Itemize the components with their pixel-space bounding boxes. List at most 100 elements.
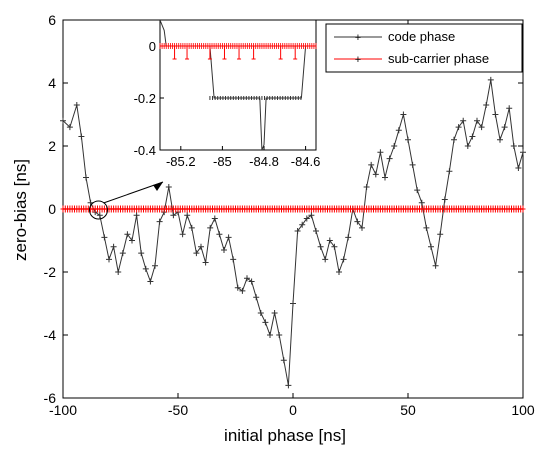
code-phase-point — [119, 250, 126, 257]
inset-sub-carrier-dip — [222, 46, 227, 60]
x-tick-label: 100 — [511, 402, 535, 418]
code-phase-point — [101, 234, 108, 241]
code-phase-point — [299, 221, 306, 228]
code-phase-point — [437, 231, 444, 238]
code-phase-point — [184, 212, 191, 219]
code-phase-point — [469, 133, 476, 140]
code-phase-point — [290, 300, 296, 307]
y-tick-label: 4 — [48, 75, 56, 91]
code-phase-point — [446, 168, 453, 175]
code-phase-point — [515, 165, 522, 172]
inset-x-tick-label: -85.2 — [166, 154, 196, 169]
code-phase-point — [152, 262, 158, 269]
x-axis-label: initial phase [ns] — [224, 426, 346, 445]
code-phase-point — [391, 143, 398, 149]
code-phase-point — [428, 243, 434, 250]
code-phase-point — [345, 234, 352, 241]
inset-sub-carrier-dip — [237, 46, 242, 60]
code-phase-point — [432, 262, 439, 269]
code-phase-point — [60, 117, 66, 124]
legend-swatch-sub-carrier-marker: + — [355, 54, 361, 66]
code-phase-point — [331, 243, 338, 250]
code-phase-point — [326, 237, 333, 244]
code-phase-point — [294, 228, 301, 235]
y-tick-label: 2 — [48, 138, 56, 154]
code-phase-point — [501, 124, 508, 131]
code-phase-point — [198, 243, 204, 250]
zoom-arrow-line — [103, 181, 164, 204]
inset-y-tick-label: 0 — [149, 39, 156, 54]
y-tick-label: -4 — [44, 327, 57, 343]
code-phase-point — [460, 117, 467, 124]
code-phase-point — [221, 246, 227, 253]
x-tick-label: 0 — [289, 402, 297, 418]
code-phase-point — [492, 111, 499, 118]
zoom-circle — [89, 200, 108, 220]
code-phase-point — [400, 111, 407, 118]
code-phase-point — [487, 76, 494, 83]
code-phase-point — [506, 105, 513, 112]
legend-label-code-phase: code phase — [388, 29, 455, 44]
code-phase-point — [248, 278, 255, 285]
code-phase-point — [106, 256, 112, 263]
code-phase-point — [138, 250, 145, 257]
code-phase-point — [451, 136, 457, 143]
inset-x-tick-label: -84.8 — [249, 154, 279, 169]
code-phase-point — [253, 294, 260, 301]
code-phase-point — [170, 212, 177, 219]
code-phase-point — [372, 171, 379, 178]
code-phase-point — [520, 149, 526, 156]
code-phase-point — [165, 183, 172, 190]
code-phase-point — [73, 102, 80, 109]
series-code-phase-line — [62, 79, 524, 386]
code-phase-point — [441, 196, 448, 203]
code-phase-point — [276, 332, 283, 338]
code-phase-point — [234, 284, 241, 291]
inset-x-tick-label: -85 — [213, 154, 232, 169]
code-phase-point — [244, 275, 250, 282]
code-phase-point — [211, 215, 218, 222]
code-phase-point — [464, 143, 471, 149]
inset-y-tick-label: -0.4 — [134, 143, 156, 158]
legend-swatch-code-phase-marker: + — [355, 32, 361, 44]
code-phase-point — [497, 136, 503, 143]
code-phase-point — [78, 133, 85, 140]
code-phase-point — [423, 224, 430, 231]
inset-sub-carrier-dip — [185, 46, 190, 60]
y-tick-label: 6 — [48, 12, 56, 28]
code-phase-point — [129, 237, 135, 244]
y-tick-label: -2 — [44, 264, 57, 280]
code-phase-point — [377, 149, 384, 156]
inset-sub-carrier-dip — [293, 46, 298, 60]
code-phase-point — [225, 234, 232, 241]
inset-x-tick-label: -84.6 — [291, 154, 321, 169]
inset-sub-carrier-dip — [251, 46, 256, 60]
y-axis-label: zero-bias [ns] — [11, 159, 30, 261]
code-phase-point — [405, 136, 411, 143]
code-phase-point — [179, 231, 186, 238]
code-phase-point — [133, 212, 140, 219]
code-phase-point — [510, 143, 517, 149]
inset-y-tick-label: -0.2 — [134, 91, 156, 106]
code-phase-point — [110, 243, 117, 250]
code-phase-point — [386, 155, 393, 162]
code-phase-point — [66, 124, 73, 131]
code-phase-point — [188, 224, 195, 231]
code-phase-point — [418, 199, 425, 206]
code-phase-point — [455, 124, 462, 131]
zoom-arrowhead — [153, 182, 163, 191]
code-phase-point — [483, 102, 490, 109]
code-phase-point — [474, 117, 480, 124]
code-phase-point — [262, 319, 269, 326]
code-phase-point — [216, 231, 223, 238]
code-phase-point — [156, 218, 163, 225]
legend-box — [325, 23, 523, 73]
code-phase-point — [478, 124, 485, 131]
code-phase-point — [382, 174, 388, 181]
code-phase-point — [336, 269, 342, 275]
code-phase-point — [142, 265, 149, 272]
inset-sub-carrier-dip — [172, 46, 177, 60]
inset-sub-carrier-dip — [207, 46, 212, 60]
code-phase-point — [115, 269, 122, 275]
